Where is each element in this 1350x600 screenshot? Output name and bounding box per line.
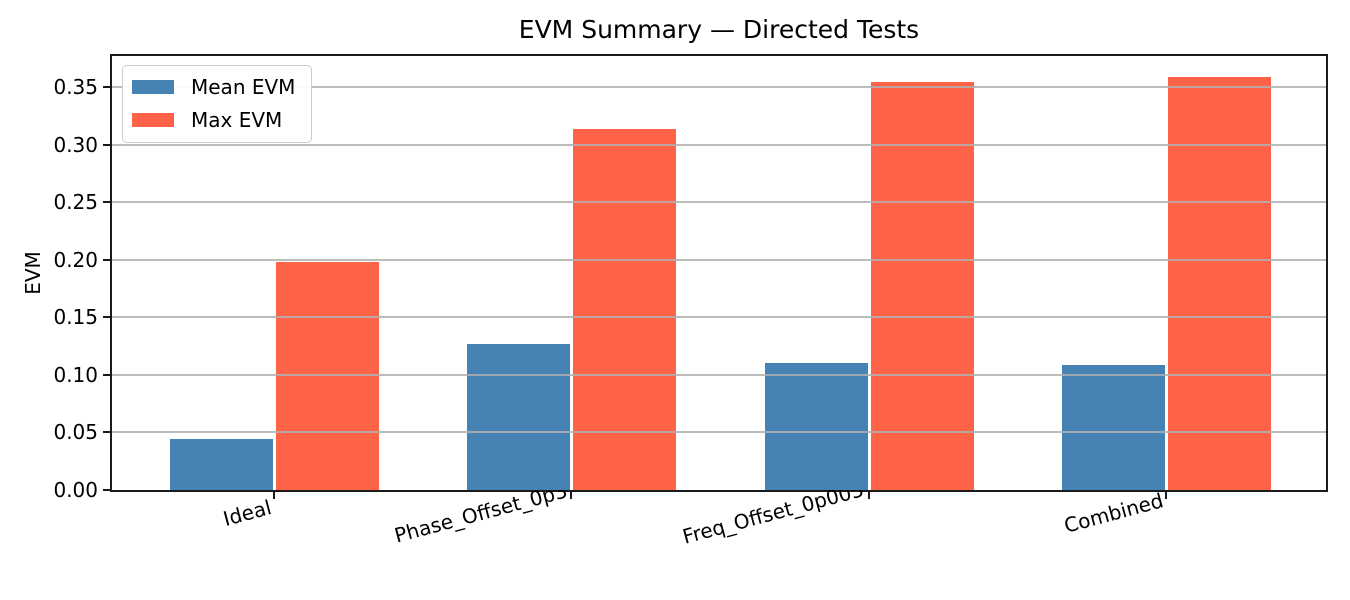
y-tick-label-0.35: 0.35 bbox=[53, 75, 98, 100]
y-tick-mark-0.20 bbox=[103, 258, 110, 261]
bar-max-evm-combined bbox=[1168, 76, 1272, 490]
x-tick-mark-combined bbox=[1165, 492, 1168, 499]
grid-line-0.35 bbox=[112, 86, 1326, 89]
y-tick-label-0.25: 0.25 bbox=[53, 190, 98, 215]
y-tick-mark-0.00 bbox=[103, 489, 110, 491]
plot-area bbox=[110, 54, 1328, 492]
x-tick-mark-ideal bbox=[273, 492, 276, 499]
x-tick-label-combined: Combined bbox=[1061, 488, 1166, 538]
legend-item-max-evm: Max EVM bbox=[132, 107, 295, 133]
grid-line-0.25 bbox=[112, 201, 1326, 204]
bar-mean-evm-combined bbox=[1062, 364, 1166, 490]
bar-mean-evm-freq-offset-0p005 bbox=[764, 363, 868, 490]
y-tick-mark-0.10 bbox=[103, 373, 110, 376]
y-tick-mark-0.30 bbox=[103, 143, 110, 146]
bar-mean-evm-phase-offset-0p3 bbox=[467, 343, 571, 490]
legend: Mean EVM Max EVM bbox=[122, 65, 313, 143]
legend-item-mean-evm: Mean EVM bbox=[132, 74, 295, 100]
bar-max-evm-phase-offset-0p3 bbox=[573, 128, 677, 490]
x-tick-label-ideal: Ideal bbox=[220, 495, 275, 531]
bar-max-evm-freq-offset-0p005 bbox=[870, 82, 974, 490]
y-tick-label-0.15: 0.15 bbox=[53, 305, 98, 330]
grid-line-0.05 bbox=[112, 431, 1326, 434]
x-tick-mark-phase-offset-0p3 bbox=[570, 492, 573, 499]
x-tick-mark-freq-offset-0p005 bbox=[867, 492, 870, 499]
chart-title: EVM Summary — Directed Tests bbox=[518, 15, 920, 44]
bar-mean-evm-ideal bbox=[170, 439, 274, 490]
bar-max-evm-ideal bbox=[276, 262, 380, 490]
y-tick-label-0.30: 0.30 bbox=[53, 132, 98, 157]
grid-line-0.10 bbox=[112, 373, 1326, 376]
y-tick-label-0.00: 0.00 bbox=[53, 478, 98, 502]
y-tick-mark-0.35 bbox=[103, 86, 110, 89]
y-tick-label-0.10: 0.10 bbox=[53, 362, 98, 387]
grid-line-0.30 bbox=[112, 143, 1326, 146]
grid-line-0.15 bbox=[112, 316, 1326, 319]
legend-label-max-evm: Max EVM bbox=[191, 108, 283, 132]
y-tick-mark-0.15 bbox=[103, 316, 110, 319]
legend-label-mean-evm: Mean EVM bbox=[191, 75, 296, 99]
y-tick-mark-0.25 bbox=[103, 201, 110, 204]
y-tick-label-0.05: 0.05 bbox=[53, 420, 98, 445]
grid-line-0.20 bbox=[112, 258, 1326, 261]
legend-swatch-mean-evm bbox=[132, 80, 174, 94]
y-tick-label-0.20: 0.20 bbox=[53, 247, 98, 272]
y-tick-mark-0.05 bbox=[103, 431, 110, 434]
legend-swatch-max-evm bbox=[132, 113, 174, 127]
